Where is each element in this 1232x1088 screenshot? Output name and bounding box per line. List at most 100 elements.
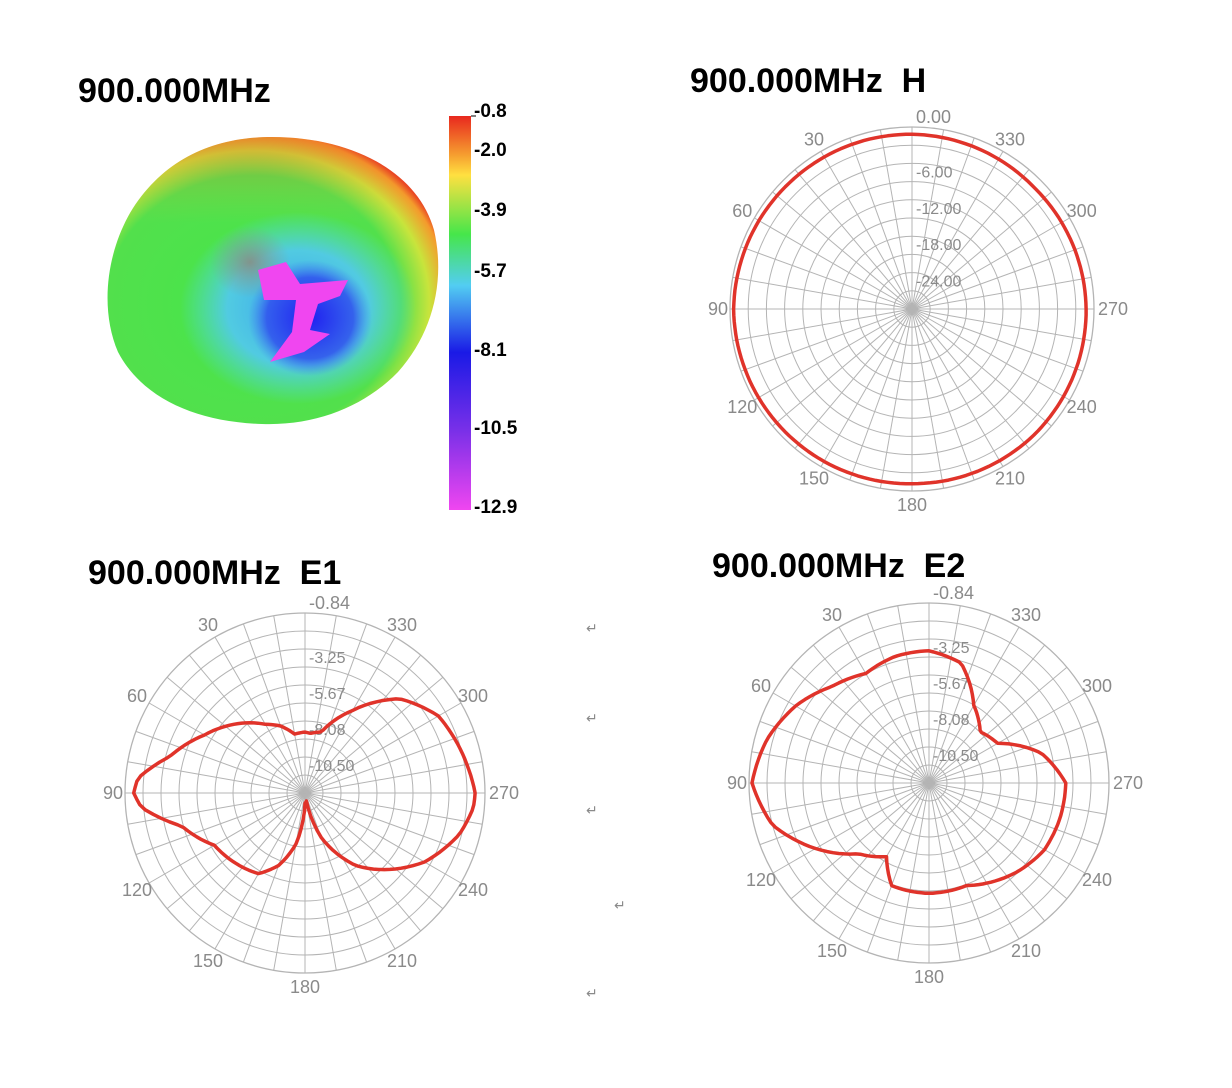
- grid-spoke: [304, 623, 368, 794]
- angle-label: 120: [727, 397, 757, 417]
- grid-spoke: [911, 129, 945, 310]
- grid-spoke: [820, 151, 913, 310]
- angle-label: 270: [1098, 299, 1128, 319]
- angle-label: 300: [1067, 201, 1097, 221]
- angle-label: 150: [799, 469, 829, 489]
- pattern-curve-h: [731, 132, 1088, 486]
- angle-label: 330: [387, 615, 417, 635]
- angle-label: 90: [727, 773, 747, 793]
- radial-label: -18.00: [916, 237, 961, 254]
- grid-spoke: [911, 169, 1030, 310]
- grid-spoke: [214, 792, 306, 950]
- grid-spoke: [772, 782, 930, 874]
- grid-spoke: [928, 692, 1086, 784]
- grid-spoke: [304, 792, 337, 971]
- angle-label: 150: [193, 951, 223, 971]
- grid-spoke: [304, 654, 422, 794]
- paragraph-mark: ↵: [586, 711, 598, 727]
- grid-spoke: [879, 129, 913, 310]
- grid-spoke: [751, 782, 930, 815]
- radial-label: -24.00: [916, 274, 961, 291]
- grid-spoke: [928, 782, 1086, 874]
- angle-label: 330: [1011, 605, 1041, 625]
- grid-spoke: [928, 605, 961, 784]
- angle-label: -0.84: [309, 593, 350, 613]
- grid-spoke: [127, 761, 306, 794]
- colorbar: -0.8 -2.0 -3.9 -5.7 -8.1 -10.5 -12.9: [449, 101, 518, 518]
- grid-spoke: [304, 792, 444, 910]
- angle-label: 150: [817, 941, 847, 961]
- grid-spoke: [794, 308, 913, 449]
- grid-spoke: [879, 308, 913, 489]
- grid-spoke: [304, 761, 483, 794]
- grid-spoke: [166, 792, 306, 910]
- grid-spoke: [812, 644, 930, 784]
- grid-spoke: [759, 720, 930, 784]
- grid-spoke: [911, 151, 1004, 310]
- grid-spoke: [304, 730, 475, 794]
- grid-spoke: [911, 246, 1084, 310]
- sphere-chart-title: 900.000MHz: [78, 72, 271, 110]
- grid-spoke: [790, 782, 930, 900]
- angle-label: 30: [804, 129, 824, 149]
- angle-label: 210: [1011, 941, 1041, 961]
- radial-label: -5.67: [309, 686, 346, 703]
- grid-spoke: [911, 308, 1084, 372]
- grid-spoke: [304, 615, 337, 794]
- radial-label: -3.25: [309, 650, 346, 667]
- angle-label: -0.84: [933, 583, 974, 603]
- angle-label: 30: [822, 605, 842, 625]
- colorbar-tick-label: -10.5: [474, 418, 518, 439]
- angle-label: 240: [1067, 397, 1097, 417]
- angle-label: 300: [458, 686, 488, 706]
- colorbar-tick-label: -3.9: [474, 200, 507, 221]
- angle-label: 60: [732, 201, 752, 221]
- colorbar-tick-label: -2.0: [474, 140, 507, 161]
- grid-spoke: [849, 308, 913, 481]
- grid-spoke: [911, 308, 1052, 427]
- grid-spoke: [911, 308, 1092, 342]
- grid-spoke: [838, 782, 930, 940]
- grid-spoke: [127, 792, 306, 825]
- grid-spoke: [911, 308, 975, 481]
- grid-spoke: [166, 676, 306, 794]
- grid-spoke: [911, 308, 945, 489]
- angle-label: 180: [897, 495, 927, 515]
- e1-plane-chart-title: 900.000MHz E1: [88, 554, 342, 592]
- angle-label: 270: [489, 783, 519, 803]
- angle-label: 60: [127, 686, 147, 706]
- radial-label: -6.00: [916, 164, 953, 181]
- grid-spoke: [242, 792, 306, 963]
- grid-spoke: [304, 792, 368, 963]
- grid-spoke: [928, 782, 1099, 846]
- colorbar-tick-label: -12.9: [474, 497, 517, 518]
- polar-chart-e2: -0.84306090120150180210240270300330-3.25…: [727, 583, 1143, 987]
- pattern-curve-e2: [750, 649, 1068, 896]
- grid-spoke: [928, 644, 1046, 784]
- grid-spoke: [911, 191, 1052, 310]
- polar-chart-e1: -0.84 30 60 90 120 150 180 210 240 270 300 330 -3.25…: [103, 593, 519, 997]
- angle-label: 90: [708, 299, 728, 319]
- paragraph-mark: ↵: [586, 986, 598, 1002]
- grid-spoke: [897, 605, 930, 784]
- angle-label: 270: [1113, 773, 1143, 793]
- paragraph-marks: ↵ ↵ ↵ ↵ ↵: [586, 621, 626, 1002]
- grid-spoke: [188, 792, 306, 932]
- grid-spoke: [273, 792, 306, 971]
- grid-spoke: [820, 308, 913, 467]
- colorbar-tick-label: -5.7: [474, 261, 507, 282]
- grid-spoke: [304, 792, 396, 950]
- grid-spoke: [790, 666, 930, 784]
- grid-spoke: [740, 246, 913, 310]
- angle-label: 210: [387, 951, 417, 971]
- grid-spoke: [928, 782, 961, 961]
- paragraph-mark: ↵: [586, 621, 598, 637]
- angle-label: 60: [751, 676, 771, 696]
- angle-label: 300: [1082, 676, 1112, 696]
- grid-spoke: [928, 782, 1068, 900]
- grid-spoke: [273, 615, 306, 794]
- grid-spoke: [148, 792, 306, 884]
- grid-spoke: [866, 782, 930, 953]
- grid-spoke: [812, 782, 930, 922]
- grid-spoke: [304, 792, 462, 884]
